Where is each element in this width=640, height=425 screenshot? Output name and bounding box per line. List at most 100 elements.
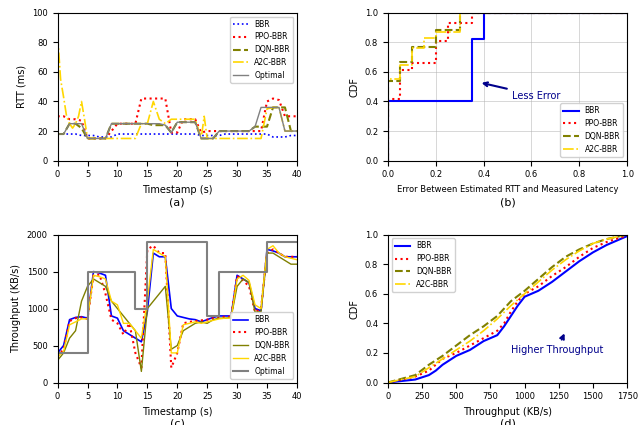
- DQN-BBR: [90, 276, 97, 281]
- PPO-BBR: [396, 68, 404, 73]
- PPO-BBR: [384, 380, 392, 385]
- Optimal: [102, 136, 109, 141]
- DQN-BBR: [281, 105, 289, 110]
- BBR: [233, 273, 241, 278]
- PPO-BBR: [191, 319, 199, 324]
- PPO-BBR: [168, 365, 175, 370]
- A2C-BBR: [227, 136, 235, 141]
- BBR: [120, 328, 127, 333]
- BBR: [287, 133, 295, 138]
- A2C-BBR: [287, 256, 295, 261]
- DQN-BBR: [589, 241, 597, 246]
- PPO-BBR: [156, 251, 163, 256]
- Text: Higher Throughput: Higher Throughput: [511, 335, 604, 355]
- A2C-BBR: [408, 46, 415, 51]
- BBR: [204, 317, 211, 322]
- A2C-BBR: [102, 276, 109, 281]
- DQN-BBR: [125, 321, 133, 326]
- PPO-BBR: [275, 251, 283, 256]
- A2C-BBR: [84, 316, 92, 321]
- DQN-BBR: [408, 44, 415, 49]
- A2C-BBR: [420, 35, 428, 40]
- A2C-BBR: [186, 117, 193, 122]
- PPO-BBR: [507, 309, 515, 314]
- DQN-BBR: [54, 131, 61, 136]
- PPO-BBR: [468, 20, 476, 26]
- PPO-BBR: [293, 114, 301, 119]
- A2C-BBR: [156, 251, 163, 256]
- BBR: [143, 131, 151, 136]
- BBR: [108, 134, 115, 139]
- BBR: [72, 131, 79, 136]
- PPO-BBR: [209, 128, 217, 133]
- A2C-BBR: [108, 136, 115, 141]
- BBR: [113, 316, 121, 321]
- A2C-BBR: [287, 128, 295, 133]
- Optimal: [168, 130, 175, 135]
- PPO-BBR: [120, 121, 127, 126]
- Optimal: [54, 350, 61, 355]
- PPO-BBR: [521, 291, 529, 296]
- A2C-BBR: [534, 279, 542, 284]
- PPO-BBR: [408, 68, 415, 73]
- BBR: [493, 333, 501, 338]
- DQN-BBR: [221, 316, 229, 321]
- BBR: [293, 133, 301, 138]
- DQN-BBR: [95, 136, 103, 141]
- BBR: [95, 134, 103, 139]
- DQN-BBR: [548, 265, 556, 270]
- A2C-BBR: [452, 347, 460, 352]
- PPO-BBR: [269, 247, 277, 252]
- A2C-BBR: [108, 299, 115, 304]
- PPO-BBR: [480, 336, 488, 341]
- BBR: [66, 131, 74, 136]
- PPO-BBR: [204, 128, 211, 133]
- PPO-BBR: [439, 356, 447, 361]
- PPO-BBR: [630, 232, 638, 237]
- A2C-BBR: [221, 136, 229, 141]
- PPO-BBR: [90, 136, 97, 141]
- A2C-BBR: [191, 319, 199, 324]
- A2C-BBR: [412, 374, 419, 379]
- BBR: [191, 317, 199, 322]
- Optimal: [263, 269, 271, 274]
- BBR: [480, 10, 488, 15]
- A2C-BBR: [396, 77, 404, 82]
- BBR: [84, 133, 92, 138]
- A2C-BBR: [239, 273, 247, 278]
- BBR: [186, 316, 193, 321]
- Line: DQN-BBR: DQN-BBR: [58, 108, 297, 139]
- DQN-BBR: [384, 78, 392, 83]
- PPO-BBR: [77, 118, 85, 123]
- Optimal: [84, 350, 92, 355]
- DQN-BBR: [263, 124, 271, 129]
- BBR: [514, 303, 522, 308]
- A2C-BBR: [575, 248, 583, 253]
- BBR: [215, 313, 223, 318]
- PPO-BBR: [432, 60, 440, 65]
- A2C-BBR: [60, 94, 67, 99]
- DQN-BBR: [161, 284, 169, 289]
- Optimal: [156, 121, 163, 126]
- PPO-BBR: [113, 321, 121, 326]
- PPO-BBR: [227, 128, 235, 133]
- A2C-BBR: [132, 136, 140, 141]
- DQN-BBR: [215, 316, 223, 321]
- A2C-BBR: [120, 136, 127, 141]
- A2C-BBR: [54, 32, 61, 37]
- BBR: [623, 10, 631, 15]
- DQN-BBR: [432, 44, 440, 49]
- PPO-BBR: [432, 38, 440, 43]
- PPO-BBR: [132, 121, 140, 126]
- X-axis label: Timestamp (s): Timestamp (s): [142, 407, 212, 417]
- DQN-BBR: [293, 262, 301, 267]
- Line: PPO-BBR: PPO-BBR: [388, 235, 634, 382]
- PPO-BBR: [384, 158, 392, 163]
- Optimal: [215, 269, 223, 274]
- DQN-BBR: [161, 122, 169, 128]
- A2C-BBR: [138, 121, 145, 126]
- PPO-BBR: [120, 332, 127, 337]
- A2C-BBR: [156, 117, 163, 122]
- DQN-BBR: [191, 120, 199, 125]
- A2C-BBR: [245, 136, 253, 141]
